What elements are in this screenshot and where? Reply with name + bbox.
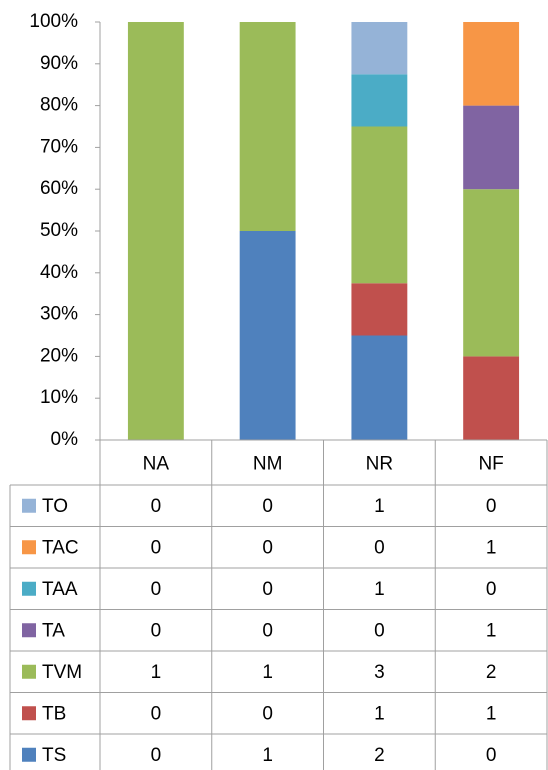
table-value: 0 (262, 537, 273, 558)
x-tick-label: NF (478, 454, 503, 475)
y-tick-label: 30% (40, 304, 78, 325)
legend-label: TS (42, 745, 66, 766)
x-tick-label: NA (143, 454, 170, 475)
legend-swatch (22, 540, 36, 555)
y-tick-label: 20% (40, 345, 78, 366)
x-tick-label: NR (366, 454, 393, 475)
table-value: 1 (262, 662, 273, 683)
table-value: 0 (151, 745, 162, 766)
table-value: 3 (374, 662, 385, 683)
legend-swatch (22, 581, 36, 596)
legend-swatch (22, 664, 36, 679)
table-value: 1 (486, 537, 497, 558)
x-tick-label: NM (253, 454, 283, 475)
table-value: 0 (374, 537, 385, 558)
legend-label: TAC (42, 537, 79, 558)
bar-segment (239, 231, 296, 440)
table-value: 0 (262, 620, 273, 641)
legend-swatch (22, 623, 36, 638)
bar-segment (351, 126, 408, 284)
bar-segment (463, 189, 520, 357)
y-tick-label: 60% (40, 178, 78, 199)
table-value: 0 (262, 579, 273, 600)
table-value: 1 (151, 662, 162, 683)
table-value: 1 (486, 703, 497, 724)
table-value: 1 (262, 745, 273, 766)
table-value: 2 (374, 745, 385, 766)
legend-swatch (22, 747, 36, 762)
bar-segment (351, 74, 408, 127)
table-value: 0 (262, 496, 273, 517)
bar-segment (463, 356, 520, 440)
legend-label: TVM (42, 662, 82, 683)
legend-label: TA (42, 620, 65, 641)
table-value: 1 (486, 620, 497, 641)
table-value: 0 (262, 703, 273, 724)
bar-segment (463, 22, 520, 106)
table-value: 0 (151, 537, 162, 558)
y-tick-label: 90% (40, 53, 78, 74)
y-tick-label: 100% (29, 11, 78, 32)
table-value: 0 (151, 620, 162, 641)
table-value: 0 (486, 496, 497, 517)
table-value: 0 (486, 745, 497, 766)
y-tick-label: 0% (51, 429, 79, 450)
legend-swatch (22, 498, 36, 513)
bar-segment (351, 22, 408, 75)
legend-label: TB (42, 703, 66, 724)
y-tick-label: 40% (40, 262, 78, 283)
table-value: 1 (374, 496, 385, 517)
table-value: 0 (151, 496, 162, 517)
table-value: 0 (486, 579, 497, 600)
y-tick-label: 80% (40, 95, 78, 116)
y-tick-label: 10% (40, 387, 78, 408)
bar-segment (351, 283, 408, 336)
table-value: 0 (151, 703, 162, 724)
legend-swatch (22, 706, 36, 721)
table-value: 0 (151, 579, 162, 600)
y-tick-label: 70% (40, 136, 78, 157)
bar-segment (239, 22, 296, 231)
bar-segment (351, 335, 408, 440)
table-value: 2 (486, 662, 497, 683)
table-value: 1 (374, 703, 385, 724)
y-tick-label: 50% (40, 220, 78, 241)
table-value: 0 (374, 620, 385, 641)
legend-label: TO (42, 496, 68, 517)
legend-label: TAA (42, 579, 78, 600)
bar-segment (127, 22, 184, 440)
bar-segment (463, 105, 520, 190)
table-value: 1 (374, 579, 385, 600)
